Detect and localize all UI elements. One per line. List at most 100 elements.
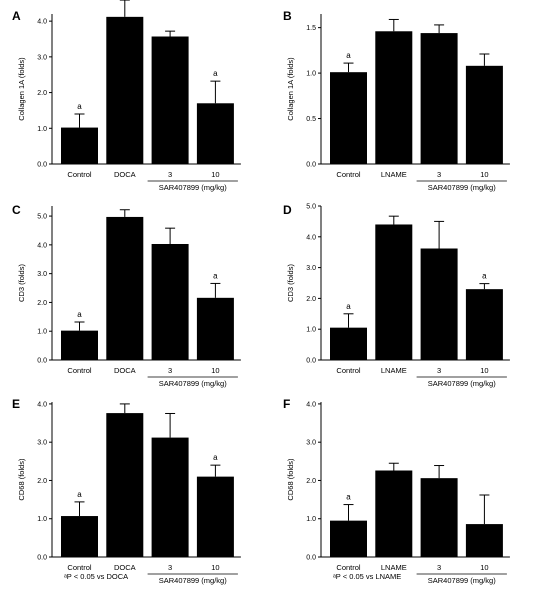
group-label: SAR407899 (mg/kg) [159,576,227,585]
y-axis-label: CD3 (folds) [286,264,295,302]
category-label: 3 [168,563,172,572]
category-label: DOCA [114,170,136,179]
category-label: Control [336,170,361,179]
y-axis-label: Collagen 1A (folds) [17,57,26,121]
bar [151,36,189,164]
y-tick-label: 1.0 [306,71,316,78]
bar [61,516,98,557]
panel-label: D [283,203,292,217]
panel-label: B [283,9,292,23]
bar [151,243,189,360]
category-label: LNAME [381,366,407,375]
panel-F: F 0.0 1.0 2.0 3.0 4.0 CD68 (folds) a Control LNAM… [283,397,510,585]
y-tick-label: 4.0 [37,401,47,408]
category-label: 3 [168,366,172,375]
category-label: Control [67,563,92,572]
category-label: 10 [480,170,488,179]
y-tick-label: 1.0 [306,327,316,334]
bar [330,72,367,164]
y-tick-label: 2.0 [37,300,47,307]
bar [106,216,144,360]
bar [106,413,144,557]
group-label: SAR407899 (mg/kg) [428,576,496,585]
y-tick-label: 2.0 [37,90,47,97]
y-tick-label: 0.5 [306,116,316,123]
y-tick-label: 4.0 [37,242,47,249]
bar [61,127,98,164]
y-tick-label: 3.0 [306,265,316,272]
bar [375,470,413,557]
significance-marker: a [77,310,82,319]
y-tick-label: 3.0 [37,271,47,278]
bar [375,31,413,164]
bar [420,248,458,360]
significance-marker: a [77,490,82,499]
y-tick-label: 5.0 [37,214,47,221]
significance-marker: a [77,102,82,111]
category-label: DOCA [114,366,136,375]
y-axis-label: CD68 (folds) [17,458,26,501]
y-tick-label: 1.0 [306,516,316,523]
y-axis-label: CD68 (folds) [286,458,295,501]
bar [375,224,413,360]
y-tick-label: 3.0 [37,440,47,447]
significance-marker: a [346,302,351,311]
group-label: SAR407899 (mg/kg) [159,379,227,388]
category-label: 3 [437,170,441,179]
panel-E: E 0.0 1.0 2.0 3.0 4.0 CD68 (folds) a Control DOCA… [12,397,241,585]
bar [196,476,234,557]
bar [330,327,367,360]
y-tick-label: 4.0 [306,234,316,241]
bar [420,478,458,557]
panel-D: D 0.0 1.0 2.0 3.0 4.0 5.0 CD3 (folds) a Control LN… [283,203,510,388]
category-label: 10 [211,366,219,375]
y-tick-label: 2.0 [306,478,316,485]
footnote: ᵃP < 0.05 vs DOCA [64,572,128,581]
bar [61,330,98,360]
category-label: Control [336,366,361,375]
category-label: DOCA [114,563,136,572]
y-tick-label: 0.0 [306,358,316,365]
y-tick-label: 0.0 [306,162,316,169]
footnote: ᵃP < 0.05 vs LNAME [333,572,401,581]
category-label: 3 [437,366,441,375]
bar [196,297,234,360]
significance-marker: a [213,271,218,280]
category-label: 3 [437,563,441,572]
y-tick-label: 1.0 [37,516,47,523]
bar [196,103,234,164]
y-tick-label: 1.0 [37,126,47,133]
panel-C: C 0.0 1.0 2.0 3.0 4.0 5.0 CD3 (folds) a Control DO… [12,203,241,388]
panel-B: B 0.0 0.5 1.0 1.5 Collagen 1A (folds) a Control… [283,9,510,192]
y-tick-label: 0.0 [37,162,47,169]
category-label: 10 [480,563,488,572]
bar [420,33,458,164]
category-label: 3 [168,170,172,179]
y-tick-label: 2.0 [306,296,316,303]
group-label: SAR407899 (mg/kg) [159,183,227,192]
y-tick-label: 2.0 [37,478,47,485]
y-tick-label: 1.0 [37,329,47,336]
significance-marker: a [213,453,218,462]
y-tick-label: 1.5 [306,25,316,32]
bar [106,16,144,164]
category-label: 10 [480,366,488,375]
category-label: LNAME [381,170,407,179]
y-tick-label: 4.0 [37,19,47,26]
y-tick-label: 0.0 [306,555,316,562]
panel-label: C [12,203,21,217]
significance-marker: a [213,69,218,78]
y-tick-label: 3.0 [306,440,316,447]
y-tick-label: 3.0 [37,54,47,61]
y-tick-label: 0.0 [37,358,47,365]
category-label: Control [336,563,361,572]
category-label: 10 [211,170,219,179]
panel-A: A 0.0 1.0 2.0 3.0 4.0 Collagen 1A (folds) a Cont… [12,0,241,192]
category-label: 10 [211,563,219,572]
panel-label: A [12,9,21,23]
bar [465,65,503,164]
group-label: SAR407899 (mg/kg) [428,379,496,388]
panel-label: F [283,397,290,411]
category-label: Control [67,170,92,179]
